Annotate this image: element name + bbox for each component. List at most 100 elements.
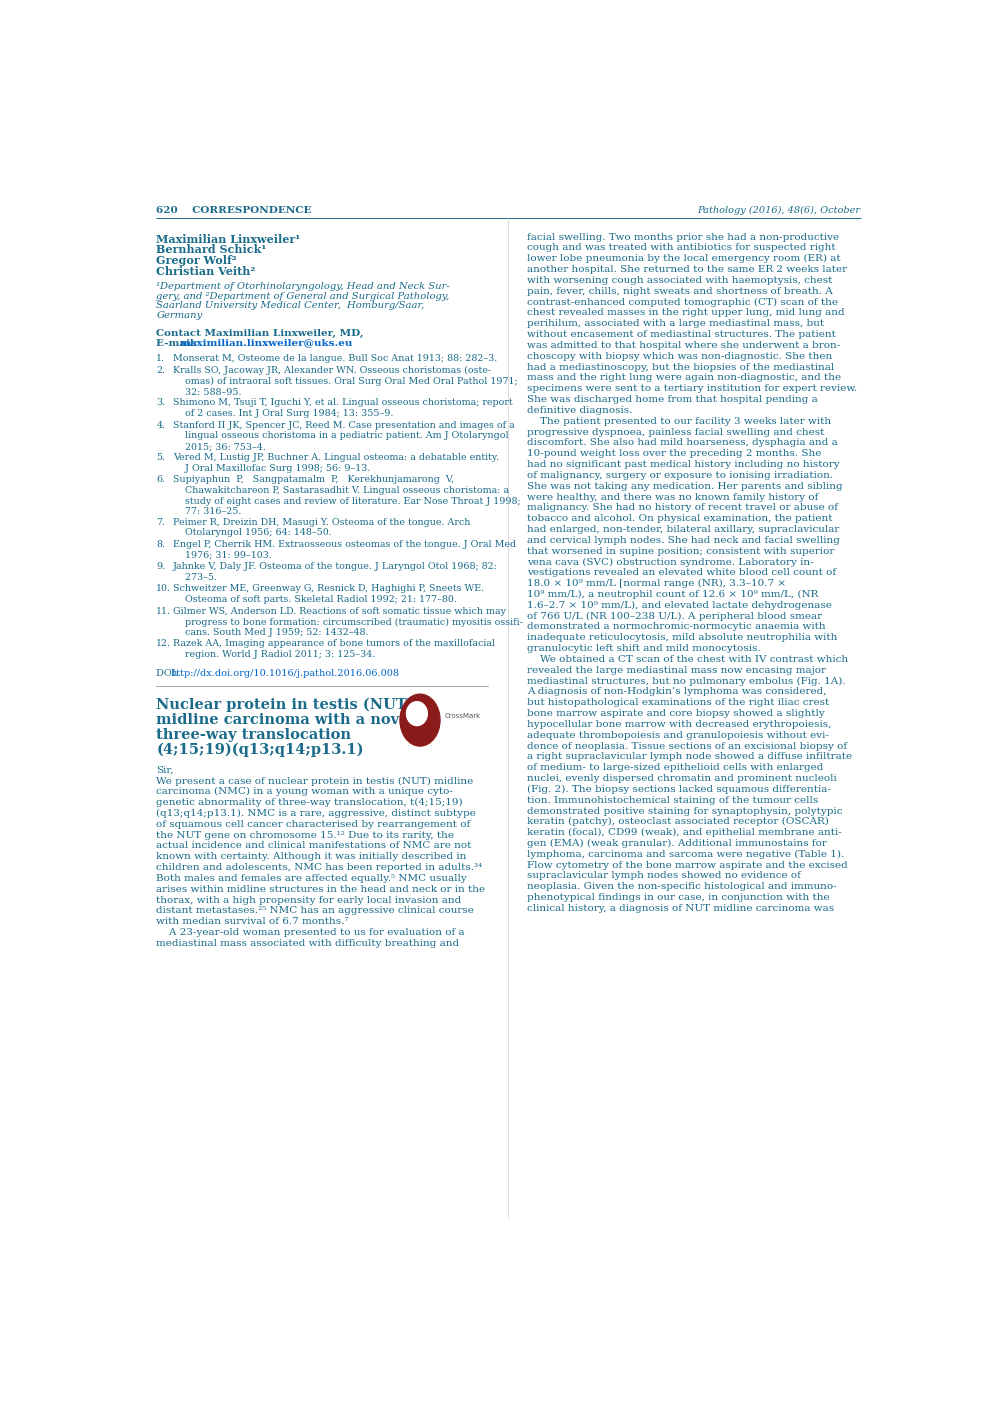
Text: demonstrated a normochromic-normocytic anaemia with: demonstrated a normochromic-normocytic a… [527,623,825,631]
Text: phenotypical findings in our case, in conjunction with the: phenotypical findings in our case, in co… [527,894,829,902]
Text: perihilum, associated with a large mediastinal mass, but: perihilum, associated with a large media… [527,320,824,328]
Text: Schweitzer ME, Greenway G, Resnick D, Haghighi P, Sneets WE.
    Osteoma of soft: Schweitzer ME, Greenway G, Resnick D, Ha… [174,585,484,605]
Text: distant metastases.²⁵ NMC has an aggressive clinical course: distant metastases.²⁵ NMC has an aggress… [157,906,474,915]
Text: vestigations revealed an elevated white blood cell count of: vestigations revealed an elevated white … [527,568,836,577]
Text: choscopy with biopsy which was non-diagnostic. She then: choscopy with biopsy which was non-diagn… [527,352,832,361]
Text: 4.: 4. [157,421,166,429]
Text: 10⁹ mm/L), a neutrophil count of 12.6 × 10⁹ mm/L, (NR: 10⁹ mm/L), a neutrophil count of 12.6 × … [527,591,818,599]
Text: genetic abnormality of three-way translocation, t(4;15;19): genetic abnormality of three-way translo… [157,798,463,807]
Ellipse shape [407,702,428,725]
Text: of 766 U/L (NR 100–238 U/L). A peripheral blood smear: of 766 U/L (NR 100–238 U/L). A periphera… [527,612,822,620]
Text: were healthy, and there was no known family history of: were healthy, and there was no known fam… [527,492,818,501]
Text: E-mail:: E-mail: [157,338,201,348]
Text: Jahnke V, Daly JF. Osteoma of the tongue. J Laryngol Otol 1968; 82:
    273–5.: Jahnke V, Daly JF. Osteoma of the tongue… [174,563,498,582]
Text: without encasement of mediastinal structures. The patient: without encasement of mediastinal struct… [527,330,835,340]
Text: 9.: 9. [157,563,166,571]
Text: Pathology (2016), 48(6), October: Pathology (2016), 48(6), October [697,206,860,215]
Text: contrast-enhanced computed tomographic (CT) scan of the: contrast-enhanced computed tomographic (… [527,297,838,307]
Text: 10-pound weight loss over the preceding 2 months. She: 10-pound weight loss over the preceding … [527,449,821,459]
Text: DOI:: DOI: [157,669,183,678]
Text: nuclei, evenly dispersed chromatin and prominent nucleoli: nuclei, evenly dispersed chromatin and p… [527,774,836,783]
Text: Contact Maximilian Linxweiler, MD,: Contact Maximilian Linxweiler, MD, [157,328,364,338]
Text: 2.: 2. [157,366,166,375]
Text: the NUT gene on chromosome 15.¹² Due to its rarity, the: the NUT gene on chromosome 15.¹² Due to … [157,831,454,839]
Text: a right supraclavicular lymph node showed a diffuse infiltrate: a right supraclavicular lymph node showe… [527,752,852,762]
Text: mass and the right lung were again non-diagnostic, and the: mass and the right lung were again non-d… [527,373,841,383]
Text: (Fig. 2). The biopsy sections lacked squamous differentia-: (Fig. 2). The biopsy sections lacked squ… [527,784,830,794]
Text: We obtained a CT scan of the chest with IV contrast which: We obtained a CT scan of the chest with … [527,655,848,664]
Text: pain, fever, chills, night sweats and shortness of breath. A: pain, fever, chills, night sweats and sh… [527,286,832,296]
Text: progressive dyspnoea, painless facial swelling and chest: progressive dyspnoea, painless facial sw… [527,428,824,436]
Text: Gregor Wolf²: Gregor Wolf² [157,255,237,267]
Text: supraclavicular lymph nodes showed no evidence of: supraclavicular lymph nodes showed no ev… [527,871,801,881]
Text: ¹Department of Otorhinolaryngology, Head and Neck Sur-: ¹Department of Otorhinolaryngology, Head… [157,282,450,292]
Text: bone marrow aspirate and core biopsy showed a slightly: bone marrow aspirate and core biopsy sho… [527,709,824,718]
Text: Christian Veith²: Christian Veith² [157,265,256,276]
Text: and cervical lymph nodes. She had neck and facial swelling: and cervical lymph nodes. She had neck a… [527,536,839,544]
Text: inadequate reticulocytosis, mild absolute neutrophilia with: inadequate reticulocytosis, mild absolut… [527,633,837,643]
Text: Kralls SO, Jacoway JR, Alexander WN. Osseous choristomas (oste-
    omas) of int: Kralls SO, Jacoway JR, Alexander WN. Oss… [174,366,518,397]
Text: neoplasia. Given the non-specific histological and immuno-: neoplasia. Given the non-specific histol… [527,882,836,891]
Text: 1.6–2.7 × 10⁹ mm/L), and elevated lactate dehydrogenase: 1.6–2.7 × 10⁹ mm/L), and elevated lactat… [527,600,831,610]
Text: We present a case of nuclear protein in testis (NUT) midline: We present a case of nuclear protein in … [157,776,473,786]
Text: hypocellular bone marrow with decreased erythropoiesis,: hypocellular bone marrow with decreased … [527,720,831,730]
Text: Engel P, Cherrik HM. Extraosseous osteomas of the tongue. J Oral Med
    1976; 3: Engel P, Cherrik HM. Extraosseous osteom… [174,540,516,560]
Text: had no significant past medical history including no history: had no significant past medical history … [527,460,839,469]
Text: cough and was treated with antibiotics for suspected right: cough and was treated with antibiotics f… [527,244,835,253]
Text: with median survival of 6.7 months.⁷: with median survival of 6.7 months.⁷ [157,918,349,926]
Text: dence of neoplasia. Tissue sections of an excisional biopsy of: dence of neoplasia. Tissue sections of a… [527,742,847,751]
Text: clinical history, a diagnosis of NUT midline carcinoma was: clinical history, a diagnosis of NUT mid… [527,904,834,913]
Text: was admitted to that hospital where she underwent a bron-: was admitted to that hospital where she … [527,341,840,349]
Text: A 23-year-old woman presented to us for evaluation of a: A 23-year-old woman presented to us for … [157,927,465,937]
Text: of malignancy, surgery or exposure to ionising irradiation.: of malignancy, surgery or exposure to io… [527,471,833,480]
Text: Both males and females are affected equally.⁵ NMC usually: Both males and females are affected equa… [157,874,467,882]
Text: vena cava (SVC) obstruction syndrome. Laboratory in-: vena cava (SVC) obstruction syndrome. La… [527,557,813,567]
Text: of medium- to large-sized epithelioid cells with enlarged: of medium- to large-sized epithelioid ce… [527,763,823,772]
Text: maximilian.linxweiler@uks.eu: maximilian.linxweiler@uks.eu [180,338,353,348]
Text: 3.: 3. [157,398,166,407]
Text: Saarland University Medical Center,  Homburg/Saar,: Saarland University Medical Center, Homb… [157,302,425,310]
Text: known with certainty. Although it was initially described in: known with certainty. Although it was in… [157,852,466,861]
Text: 12.: 12. [157,638,172,648]
Text: gen (EMA) (weak granular). Additional immunostains for: gen (EMA) (weak granular). Additional im… [527,839,826,849]
Text: 620    CORRESPONDENCE: 620 CORRESPONDENCE [157,206,311,215]
Text: children and adolescents, NMC has been reported in adults.³⁴: children and adolescents, NMC has been r… [157,863,482,873]
Text: 11.: 11. [157,606,172,616]
Text: three-way translocation: three-way translocation [157,728,351,742]
Text: with worsening cough associated with haemoptysis, chest: with worsening cough associated with hae… [527,276,832,285]
Text: Monserat M, Osteome de la langue. Bull Soc Anat 1913; 88: 282–3.: Monserat M, Osteome de la langue. Bull S… [174,354,497,363]
Text: facial swelling. Two months prior she had a non-productive: facial swelling. Two months prior she ha… [527,233,839,241]
Text: granulocytic left shift and mild monocytosis.: granulocytic left shift and mild monocyt… [527,644,761,654]
Text: Stanford II JK, Spencer JC, Reed M. Case presentation and images of a
    lingua: Stanford II JK, Spencer JC, Reed M. Case… [174,421,515,452]
Text: http://dx.doi.org/10.1016/j.pathol.2016.06.008: http://dx.doi.org/10.1016/j.pathol.2016.… [171,669,399,678]
Text: Razek AA, Imaging appearance of bone tumors of the maxillofacial
    region. Wor: Razek AA, Imaging appearance of bone tum… [174,638,495,658]
Text: lower lobe pneumonia by the local emergency room (ER) at: lower lobe pneumonia by the local emerge… [527,254,840,264]
Text: malignancy. She had no history of recent travel or abuse of: malignancy. She had no history of recent… [527,504,838,512]
Text: Peimer R, Dreizin DH, Masugi Y. Osteoma of the tongue. Arch
    Otolaryngol 1956: Peimer R, Dreizin DH, Masugi Y. Osteoma … [174,518,470,537]
Text: 10.: 10. [157,585,172,593]
Text: Vered M, Lustig JP, Buchner A. Lingual osteoma: a debatable entity.
    J Oral M: Vered M, Lustig JP, Buchner A. Lingual o… [174,453,499,473]
Text: Maximilian Linxweiler¹: Maximilian Linxweiler¹ [157,234,301,244]
Text: arises within midline structures in the head and neck or in the: arises within midline structures in the … [157,885,485,894]
Text: She was discharged home from that hospital pending a: She was discharged home from that hospit… [527,396,817,404]
Text: 1.: 1. [157,354,166,363]
Text: mediastinal mass associated with difficulty breathing and: mediastinal mass associated with difficu… [157,939,459,948]
Text: chest revealed masses in the right upper lung, mid lung and: chest revealed masses in the right upper… [527,309,844,317]
Text: (4;15;19)(q13;q14;p13.1): (4;15;19)(q13;q14;p13.1) [157,742,364,758]
Text: tion. Immunohistochemical staining of the tumour cells: tion. Immunohistochemical staining of th… [527,796,818,805]
Text: 6.: 6. [157,476,166,484]
Text: keratin (focal), CD99 (weak), and epithelial membrane anti-: keratin (focal), CD99 (weak), and epithe… [527,828,841,838]
Text: definitive diagnosis.: definitive diagnosis. [527,405,632,415]
Text: Bernhard Schick¹: Bernhard Schick¹ [157,244,267,255]
Text: carcinoma (NMC) in a young woman with a unique cyto-: carcinoma (NMC) in a young woman with a … [157,787,453,797]
Text: another hospital. She returned to the same ER 2 weeks later: another hospital. She returned to the sa… [527,265,847,274]
Text: A diagnosis of non-Hodgkin’s lymphoma was considered,: A diagnosis of non-Hodgkin’s lymphoma wa… [527,687,826,696]
Text: of squamous cell cancer characterised by rearrangement of: of squamous cell cancer characterised by… [157,819,470,829]
Text: Shimono M, Tsuji T, Iguchi Y, et al. Lingual osseous choristoma; report
    of 2: Shimono M, Tsuji T, Iguchi Y, et al. Lin… [174,398,513,418]
Text: keratin (patchy), osteoclast associated receptor (OSCAR): keratin (patchy), osteoclast associated … [527,818,828,826]
Text: gery, and ²Department of General and Surgical Pathology,: gery, and ²Department of General and Sur… [157,292,449,300]
Text: but histopathological examinations of the right iliac crest: but histopathological examinations of th… [527,699,829,707]
Text: mediastinal structures, but no pulmonary embolus (Fig. 1A).: mediastinal structures, but no pulmonary… [527,676,845,686]
Text: Sir,: Sir, [157,766,174,774]
Text: 7.: 7. [157,518,166,526]
